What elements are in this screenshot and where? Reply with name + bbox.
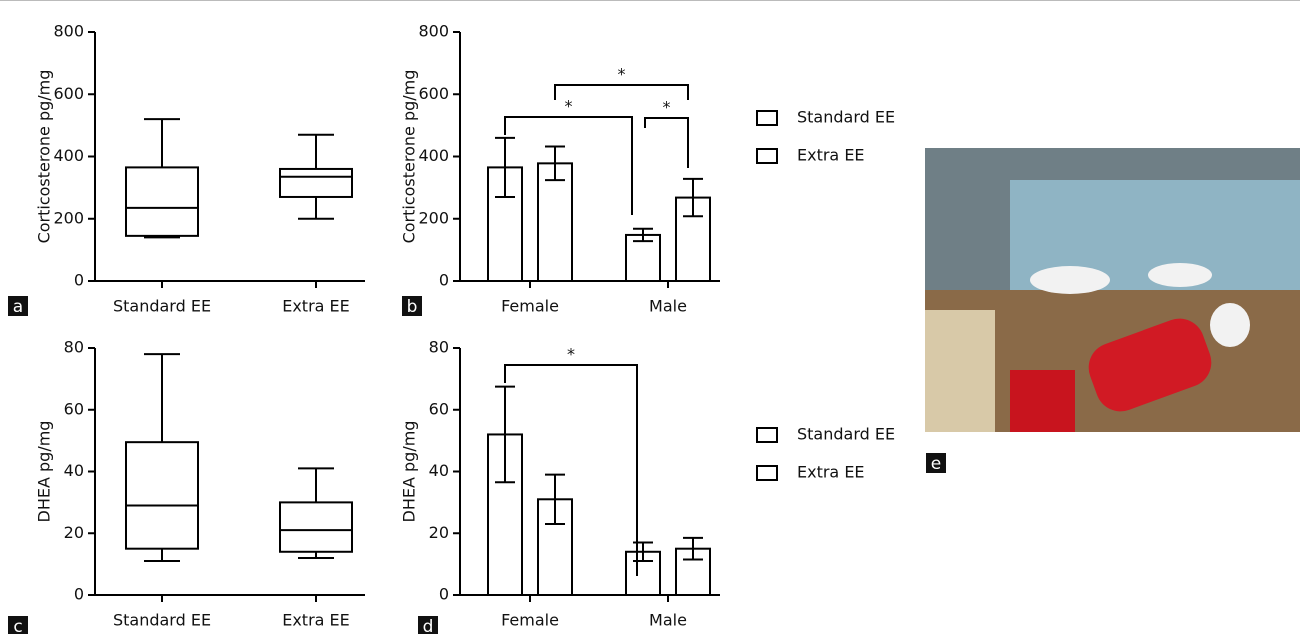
- x-tick-label: Extra EE: [282, 611, 350, 630]
- y-tick-label: 600: [418, 84, 449, 103]
- significance-label: *: [565, 97, 573, 116]
- y-axis-label: DHEA pg/mg: [35, 421, 54, 523]
- y-tick-label: 600: [53, 84, 84, 103]
- x-tick-label: Female: [501, 297, 559, 316]
- y-tick-label: 0: [439, 585, 449, 604]
- significance-label: *: [618, 65, 626, 84]
- y-axis-label: Corticosterone pg/mg: [400, 70, 419, 244]
- legend-label: Extra EE: [797, 146, 865, 165]
- y-axis-label: Corticosterone pg/mg: [35, 70, 54, 244]
- y-tick-label: 80: [64, 338, 84, 357]
- y-tick-label: 400: [418, 146, 449, 165]
- x-tick-label: Standard EE: [113, 611, 211, 630]
- y-tick-label: 0: [439, 271, 449, 290]
- y-tick-label: 800: [53, 22, 84, 41]
- y-tick-label: 0: [74, 585, 84, 604]
- x-tick-label: Male: [649, 611, 687, 630]
- legend-swatch: [757, 111, 777, 125]
- y-tick-label: 60: [64, 399, 84, 418]
- box: [280, 169, 352, 197]
- y-tick-label: 400: [53, 146, 84, 165]
- y-axis-label: DHEA pg/mg: [400, 421, 419, 523]
- legend-swatch: [757, 466, 777, 480]
- y-tick-label: 20: [64, 523, 84, 542]
- panel-label: d: [423, 617, 434, 634]
- x-tick-label: Female: [501, 611, 559, 630]
- y-tick-label: 200: [53, 208, 84, 227]
- y-tick-label: 40: [429, 461, 449, 480]
- panel-label: e: [931, 454, 941, 474]
- significance-bracket: [645, 118, 688, 168]
- panel-label: a: [13, 297, 23, 317]
- y-tick-label: 40: [64, 461, 84, 480]
- panel-label: c: [13, 617, 22, 634]
- legend-swatch: [757, 428, 777, 442]
- x-tick-label: Standard EE: [113, 297, 211, 316]
- panel-label: b: [407, 297, 418, 317]
- x-tick-label: Extra EE: [282, 297, 350, 316]
- legend-label: Standard EE: [797, 425, 895, 444]
- y-tick-label: 80: [429, 338, 449, 357]
- y-tick-label: 20: [429, 523, 449, 542]
- box: [126, 442, 198, 549]
- box: [280, 502, 352, 551]
- significance-label: *: [567, 345, 575, 364]
- x-tick-label: Male: [649, 297, 687, 316]
- significance-bracket: [505, 117, 632, 215]
- figure: 0200400600800Corticosterone pg/mgStandar…: [0, 0, 1300, 634]
- legend-label: Standard EE: [797, 108, 895, 127]
- y-tick-label: 0: [74, 271, 84, 290]
- legend-label: Extra EE: [797, 463, 865, 482]
- photo: [925, 148, 1300, 432]
- y-tick-label: 800: [418, 22, 449, 41]
- y-tick-label: 200: [418, 208, 449, 227]
- y-tick-label: 60: [429, 399, 449, 418]
- legend-swatch: [757, 149, 777, 163]
- significance-label: *: [663, 98, 671, 117]
- box: [126, 167, 198, 235]
